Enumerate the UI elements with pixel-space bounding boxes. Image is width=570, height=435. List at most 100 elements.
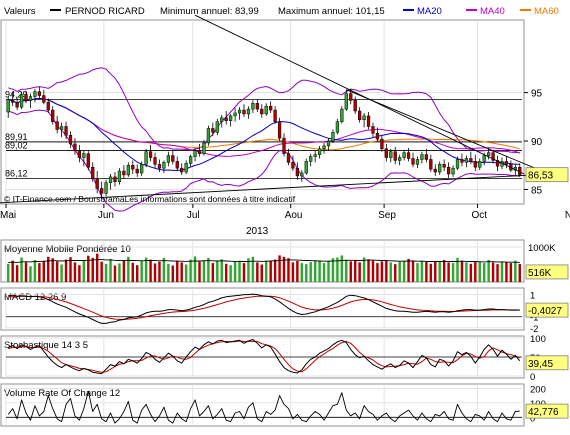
volume-bar	[11, 260, 14, 282]
volume-bars	[7, 253, 521, 282]
volume-bar	[416, 263, 419, 282]
candle-body	[451, 167, 455, 175]
volume-bar	[100, 261, 103, 282]
candle-body	[313, 154, 317, 157]
macd-y-tick-label-1: -1	[530, 313, 538, 324]
volume-bar	[451, 263, 455, 282]
volume-bar	[514, 260, 517, 282]
volume-last-value-box	[525, 264, 569, 280]
candle-body	[478, 161, 482, 168]
ma20-legend-label: MA20	[417, 6, 442, 17]
ma40-legend-swatch	[466, 9, 477, 11]
candle-body	[380, 138, 384, 150]
month-label-1: Jun	[98, 210, 114, 221]
volume-bar	[149, 259, 152, 282]
volume-wma-line-path	[8, 259, 520, 263]
trend-line-0	[194, 14, 525, 175]
vroc-y-tick-label-0: 200	[530, 384, 546, 395]
candle-body	[6, 99, 10, 113]
volume-bar	[278, 255, 281, 282]
volume-last-value: 516K	[528, 268, 552, 279]
volume-bar	[260, 264, 263, 282]
candle-body	[389, 151, 393, 158]
candle-body	[322, 145, 326, 150]
reference-line-label-3: 86,12	[5, 169, 28, 179]
candle-body	[446, 166, 451, 175]
volume-bar	[162, 257, 166, 282]
volume-bar	[91, 257, 94, 282]
candle-body	[495, 160, 500, 167]
candle-body	[237, 109, 242, 114]
candle-body	[335, 121, 340, 133]
volume-bar	[331, 258, 335, 282]
volume-bar	[318, 261, 321, 282]
candle-body	[51, 109, 55, 122]
stochastic-grid	[5, 336, 522, 378]
volume-bar	[104, 263, 108, 282]
volume-bar	[29, 266, 32, 282]
volume-bar	[144, 257, 148, 282]
volume-bar	[207, 257, 210, 282]
volume-bar	[291, 262, 295, 282]
candle-body	[24, 94, 28, 101]
annual-max: Maximum annuel: 101,15	[278, 6, 385, 17]
candle-body	[415, 159, 420, 165]
candle-body	[358, 110, 362, 120]
month-label-0: Mai	[0, 210, 16, 221]
volume-bar	[247, 258, 250, 282]
macd-y-tick-label-2: -2	[530, 324, 538, 335]
candle-body	[42, 95, 46, 103]
macd-last-value-box	[525, 302, 569, 318]
candle-body	[366, 115, 371, 127]
volume-bar	[362, 257, 366, 282]
volume-bar	[87, 255, 90, 282]
volume-bar	[184, 264, 188, 282]
candle-body	[46, 102, 50, 111]
candle-body	[469, 158, 473, 162]
candle-body	[482, 155, 486, 162]
candle-body	[260, 108, 264, 115]
volume-bar	[282, 256, 286, 282]
candle-body	[202, 142, 206, 154]
trend-lines	[0, 14, 543, 204]
candle-body	[100, 188, 104, 194]
volume-bar	[51, 258, 54, 282]
volume-bar	[474, 261, 477, 282]
candle-body	[135, 168, 139, 174]
volume-panel-title: Moyenne Mobile Pondérée 10	[4, 244, 131, 255]
candle-body	[153, 157, 157, 165]
candle-body	[438, 164, 442, 173]
candle-body	[277, 121, 282, 139]
ma40-legend-label: MA40	[480, 6, 505, 17]
volume-bar	[487, 259, 490, 282]
volume-bar	[24, 262, 28, 282]
volume-bar	[367, 259, 370, 282]
month-label-6: Nov	[565, 210, 570, 221]
volume-bar	[153, 263, 157, 282]
trend-line-1	[346, 89, 543, 172]
stochastic-last-value: 39,45	[528, 359, 553, 370]
candle-body	[91, 166, 95, 180]
candle-body	[246, 108, 251, 115]
candle-body	[82, 153, 86, 158]
volume-bar	[305, 264, 308, 282]
volume-bar	[456, 257, 459, 282]
stochastic-d-line	[8, 340, 520, 373]
volume-bar	[313, 260, 317, 282]
macd-panel-title: MACD 12 26 9	[4, 292, 66, 303]
volume-bar	[131, 262, 134, 282]
volume-bar	[15, 265, 19, 282]
price-candles	[6, 86, 522, 200]
reference-line-label-1: 89,91	[5, 132, 28, 142]
volume-bar	[202, 260, 206, 282]
volume-bar	[300, 263, 304, 282]
price-legend-swatch	[50, 9, 61, 11]
candle-body	[215, 121, 219, 133]
volume-bar	[434, 261, 437, 282]
volume-bar	[376, 263, 379, 282]
volume-bar	[64, 259, 68, 282]
macd-panel-frame	[0, 287, 525, 331]
candle-body	[37, 91, 41, 96]
candle-body	[326, 140, 331, 147]
